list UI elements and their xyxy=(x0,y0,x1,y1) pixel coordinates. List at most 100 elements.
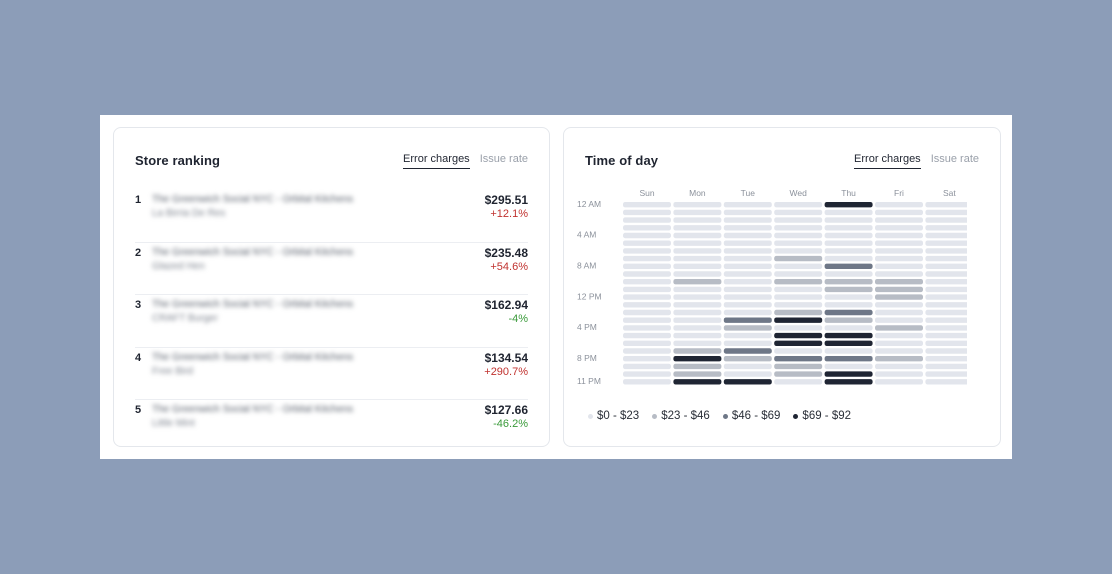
heatmap-cell[interactable] xyxy=(723,317,772,323)
heatmap-cell[interactable] xyxy=(623,232,671,239)
heatmap-cell[interactable] xyxy=(623,309,671,316)
heatmap-cell[interactable] xyxy=(875,209,923,216)
heatmap-cell[interactable] xyxy=(623,286,671,293)
heatmap-cell[interactable] xyxy=(774,286,823,293)
heatmap-cell[interactable] xyxy=(925,271,967,277)
heatmap-cell[interactable] xyxy=(875,255,923,262)
heatmap-cell[interactable] xyxy=(774,325,823,331)
heatmap-cell[interactable] xyxy=(723,356,772,362)
heatmap-cell[interactable] xyxy=(723,240,772,246)
heatmap-cell[interactable] xyxy=(673,340,722,346)
heatmap-cell[interactable] xyxy=(875,302,923,308)
heatmap-cell[interactable] xyxy=(723,340,772,346)
heatmap-cell[interactable] xyxy=(824,363,873,370)
heatmap-cell[interactable] xyxy=(673,263,722,269)
heatmap-cell[interactable] xyxy=(925,263,967,269)
heatmap-cell[interactable] xyxy=(875,232,923,239)
heatmap-cell[interactable] xyxy=(824,332,873,339)
heatmap-cell[interactable] xyxy=(723,379,772,385)
heatmap-cell[interactable] xyxy=(623,225,671,231)
heatmap-cell[interactable] xyxy=(723,371,772,377)
heatmap-cell[interactable] xyxy=(774,232,823,239)
heatmap-cell[interactable] xyxy=(925,356,967,362)
heatmap-cell[interactable] xyxy=(723,217,772,223)
heatmap-cell[interactable] xyxy=(824,217,873,223)
heatmap-cell[interactable] xyxy=(673,348,722,354)
heatmap-cell[interactable] xyxy=(824,202,873,208)
heatmap-cell[interactable] xyxy=(723,255,772,262)
heatmap-cell[interactable] xyxy=(824,286,873,293)
heatmap-cell[interactable] xyxy=(723,248,772,254)
heatmap-cell[interactable] xyxy=(875,332,923,339)
heatmap-cell[interactable] xyxy=(774,255,823,262)
heatmap-cell[interactable] xyxy=(623,263,671,269)
heatmap-cell[interactable] xyxy=(673,332,722,339)
heatmap-cell[interactable] xyxy=(774,363,823,370)
heatmap-cell[interactable] xyxy=(723,332,772,339)
heatmap-cell[interactable] xyxy=(925,225,967,231)
ranking-row[interactable]: 4 The Greenwich Social NYC - Orbital Kit… xyxy=(135,348,528,400)
heatmap-cell[interactable] xyxy=(774,209,823,216)
heatmap-cell[interactable] xyxy=(623,202,671,208)
heatmap-cell[interactable] xyxy=(925,202,967,208)
heatmap-cell[interactable] xyxy=(925,379,967,385)
heatmap-cell[interactable] xyxy=(875,225,923,231)
heatmap-cell[interactable] xyxy=(925,371,967,377)
heatmap-cell[interactable] xyxy=(774,317,823,323)
heatmap-cell[interactable] xyxy=(723,302,772,308)
heatmap-cell[interactable] xyxy=(774,240,823,246)
heatmap-cell[interactable] xyxy=(673,217,722,223)
heatmap-cell[interactable] xyxy=(925,232,967,239)
heatmap-cell[interactable] xyxy=(824,325,873,331)
heatmap-cell[interactable] xyxy=(673,240,722,246)
heatmap-cell[interactable] xyxy=(824,232,873,239)
heatmap-cell[interactable] xyxy=(875,356,923,362)
heatmap-cell[interactable] xyxy=(875,271,923,277)
ranking-row[interactable]: 3 The Greenwich Social NYC - Orbital Kit… xyxy=(135,295,528,348)
heatmap-cell[interactable] xyxy=(925,294,967,300)
heatmap-cell[interactable] xyxy=(925,217,967,223)
heatmap-cell[interactable] xyxy=(875,202,923,208)
heatmap-cell[interactable] xyxy=(875,325,923,331)
heatmap-cell[interactable] xyxy=(925,248,967,254)
heatmap-cell[interactable] xyxy=(774,202,823,208)
heatmap-cell[interactable] xyxy=(774,279,823,285)
heatmap-cell[interactable] xyxy=(673,302,722,308)
heatmap-cell[interactable] xyxy=(824,263,873,269)
ranking-row[interactable]: 5 The Greenwich Social NYC - Orbital Kit… xyxy=(135,400,528,453)
heatmap-cell[interactable] xyxy=(673,232,722,239)
heatmap-cell[interactable] xyxy=(623,271,671,277)
heatmap-cell[interactable] xyxy=(875,279,923,285)
heatmap-cell[interactable] xyxy=(673,356,722,362)
heatmap-cell[interactable] xyxy=(925,309,967,316)
heatmap-cell[interactable] xyxy=(824,225,873,231)
heatmap-cell[interactable] xyxy=(723,279,772,285)
tab-issue-rate[interactable]: Issue rate xyxy=(479,153,528,165)
heatmap-cell[interactable] xyxy=(623,356,671,362)
heatmap-cell[interactable] xyxy=(673,286,722,293)
heatmap-cell[interactable] xyxy=(925,240,967,246)
heatmap-cell[interactable] xyxy=(824,279,873,285)
heatmap-cell[interactable] xyxy=(824,356,873,362)
heatmap-cell[interactable] xyxy=(875,371,923,377)
heatmap-cell[interactable] xyxy=(875,263,923,269)
heatmap-cell[interactable] xyxy=(875,379,923,385)
tab-error-charges[interactable]: Error charges xyxy=(403,153,470,169)
heatmap-cell[interactable] xyxy=(623,294,671,300)
heatmap-cell[interactable] xyxy=(673,309,722,316)
heatmap-cell[interactable] xyxy=(824,240,873,246)
heatmap-cell[interactable] xyxy=(623,379,671,385)
heatmap-cell[interactable] xyxy=(623,317,671,323)
heatmap-cell[interactable] xyxy=(723,309,772,316)
heatmap-cell[interactable] xyxy=(723,271,772,277)
ranking-row[interactable]: 1 The Greenwich Social NYC - Orbital Kit… xyxy=(135,190,528,243)
ranking-row[interactable]: 2 The Greenwich Social NYC - Orbital Kit… xyxy=(135,243,528,295)
heatmap-cell[interactable] xyxy=(774,271,823,277)
heatmap-cell[interactable] xyxy=(623,217,671,223)
heatmap-cell[interactable] xyxy=(774,248,823,254)
heatmap-cell[interactable] xyxy=(824,348,873,354)
heatmap-cell[interactable] xyxy=(723,286,772,293)
heatmap-cell[interactable] xyxy=(824,340,873,346)
heatmap-cell[interactable] xyxy=(875,248,923,254)
heatmap-cell[interactable] xyxy=(723,263,772,269)
